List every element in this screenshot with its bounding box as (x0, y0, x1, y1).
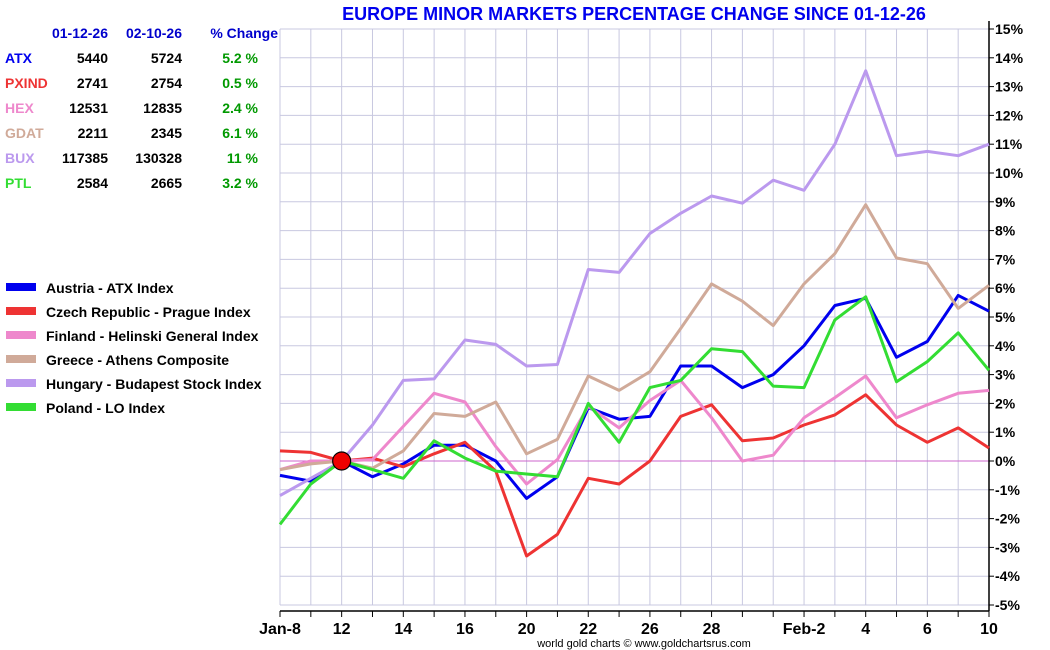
table-row-name: PTL (5, 175, 32, 191)
legend-label: Finland - Helinski General Index (46, 328, 259, 344)
legend-swatch (6, 331, 36, 339)
series-lines (278, 69, 991, 558)
series-line-5 (279, 69, 990, 497)
legend-swatch (6, 307, 36, 315)
y-tick-label: 6% (995, 280, 1016, 296)
y-tick-label: -4% (995, 568, 1020, 584)
x-tick-label: 20 (518, 621, 536, 638)
table-row-end: 2754 (151, 75, 182, 91)
table-row-change: 2.4 % (222, 100, 258, 116)
table-row-end: 5724 (151, 50, 182, 66)
legend-swatch (6, 355, 36, 363)
chart-credit: world gold charts © www.goldchartsrus.co… (536, 638, 751, 650)
table-row-end: 2665 (151, 175, 182, 191)
series-line-2 (279, 393, 990, 558)
table-row-change: 0.5 % (222, 75, 258, 91)
y-tick-label: -5% (995, 597, 1020, 613)
x-tick-label: Feb-2 (783, 621, 826, 638)
table-row-end: 12835 (143, 100, 182, 116)
y-tick-label: 14% (995, 50, 1024, 66)
table-header: 01-12-26 (52, 25, 108, 41)
legend-label: Austria - ATX Index (46, 280, 174, 296)
y-tick-label: 7% (995, 251, 1016, 267)
summary-table: 01-12-26 02-10-26 % Change ATX 5440 5724 5.2 %… (5, 25, 278, 191)
table-row-name: HEX (5, 100, 34, 116)
y-tick-label: 1% (995, 424, 1016, 440)
x-tick-label: 22 (579, 621, 597, 638)
series-line-6 (278, 295, 991, 526)
y-tick-label: 8% (995, 223, 1016, 239)
x-tick-label: 4 (861, 621, 870, 638)
table-row-name: PXIND (5, 75, 48, 91)
y-tick-label: 0% (995, 453, 1016, 469)
table-row-start: 5440 (77, 50, 108, 66)
y-tick-label: 9% (995, 194, 1016, 210)
y-tick-label: 4% (995, 338, 1016, 354)
y-tick-label: 5% (995, 309, 1016, 325)
legend-label: Greece - Athens Composite (46, 352, 229, 368)
legend-swatch (6, 379, 36, 387)
legend-swatch (6, 283, 36, 291)
y-tick-label: -3% (995, 539, 1020, 555)
table-row-change: 11 % (227, 150, 259, 166)
chart-title: EUROPE MINOR MARKETS PERCENTAGE CHANGE S… (342, 4, 926, 24)
table-header: 02-10-26 (126, 25, 182, 41)
table-row-start: 117385 (62, 150, 108, 166)
x-tick-label: 12 (333, 621, 351, 638)
legend-label: Czech Republic - Prague Index (46, 304, 251, 320)
x-tick-label: Jan-8 (259, 621, 301, 638)
baseline-marker (332, 451, 352, 471)
y-tick-label: 12% (995, 107, 1024, 123)
table-row-start: 2584 (77, 175, 108, 191)
legend-label: Hungary - Budapest Stock Index (46, 376, 262, 392)
x-axis-ticks: Jan-8 12 14 16 20 22 26 28 Feb-2 4 6 10 (259, 611, 998, 638)
x-tick-label: 10 (980, 621, 998, 638)
x-tick-label: 28 (703, 621, 721, 638)
y-tick-label: -1% (995, 482, 1020, 498)
table-row-name: BUX (5, 150, 35, 166)
y-axis-ticks: 15% 14% 13% 12% 11% 10% 9% 8% 7% 6% 5% 4% 3% 2% 1% 0% -1… (989, 21, 1024, 613)
y-tick-label: 2% (995, 395, 1016, 411)
x-tick-label: 6 (923, 621, 932, 638)
x-tick-label: 16 (456, 621, 474, 638)
legend: Austria - ATX Index Czech Republic - Prag… (6, 280, 262, 416)
table-row-end: 130328 (135, 150, 182, 166)
y-tick-label: 13% (995, 79, 1024, 95)
table-row-start: 2741 (77, 75, 108, 91)
table-row-name: GDAT (5, 125, 44, 141)
y-tick-label: 3% (995, 367, 1016, 383)
table-row-change: 5.2 % (222, 50, 258, 66)
table-header: % Change (210, 25, 278, 41)
legend-swatch (6, 403, 36, 411)
table-row-change: 6.1 % (222, 125, 258, 141)
series-line-4 (279, 203, 990, 472)
x-tick-label: 26 (641, 621, 659, 638)
table-row-start: 12531 (69, 100, 108, 116)
table-row-name: ATX (5, 50, 33, 66)
series-line-3 (279, 374, 990, 486)
y-tick-label: 15% (995, 21, 1024, 37)
y-tick-label: 10% (995, 165, 1024, 181)
grid (279, 21, 990, 612)
legend-label: Poland - LO Index (46, 400, 165, 416)
y-tick-label: -2% (995, 511, 1020, 527)
y-tick-label: 11% (995, 136, 1023, 152)
table-row-start: 2211 (78, 125, 109, 141)
table-row-change: 3.2 % (222, 175, 258, 191)
x-tick-label: 14 (394, 621, 412, 638)
table-row-end: 2345 (151, 125, 182, 141)
